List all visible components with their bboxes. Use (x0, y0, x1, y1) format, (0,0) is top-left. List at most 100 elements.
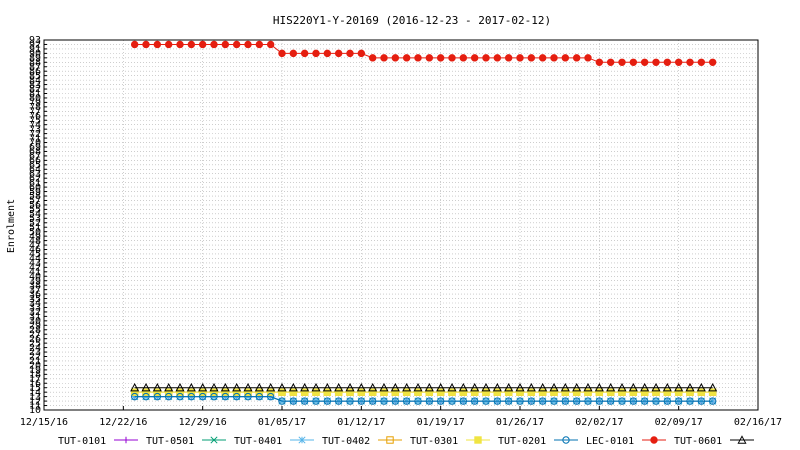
point (198, 392, 207, 401)
point (164, 392, 173, 401)
point (448, 54, 456, 62)
point (357, 397, 366, 405)
point (153, 388, 162, 396)
y-tick-label: 43 (29, 258, 41, 269)
point (255, 40, 264, 49)
point (516, 388, 524, 396)
point (130, 392, 139, 401)
legend-label: TUT-0501 (146, 436, 194, 447)
y-tick-label: 46 (29, 245, 41, 256)
point (436, 388, 445, 396)
y-tick-label: 76 (29, 111, 41, 122)
y-tick-label: 74 (29, 120, 41, 131)
point (368, 388, 377, 396)
point (289, 388, 298, 396)
y-tick-label: 14 (29, 387, 41, 398)
point (346, 49, 354, 58)
point (300, 388, 309, 396)
point (663, 397, 672, 405)
point (595, 388, 604, 396)
y-tick-label: 34 (29, 298, 41, 309)
y-tick-label: 54 (29, 209, 41, 220)
point (380, 54, 388, 62)
y-tick-label: 36 (29, 289, 41, 300)
y-tick-label: 19 (29, 365, 41, 376)
point (594, 382, 604, 392)
point (526, 382, 536, 392)
point (561, 54, 570, 62)
point (386, 436, 394, 444)
y-tick-label: 56 (29, 200, 41, 211)
y-tick-label: 52 (29, 218, 41, 229)
point (255, 392, 264, 401)
point (560, 382, 570, 392)
point (584, 388, 592, 396)
point (527, 388, 536, 396)
point (572, 397, 581, 405)
point (640, 382, 650, 392)
y-tick-label: 88 (29, 57, 41, 68)
point (311, 382, 321, 392)
point (572, 54, 581, 62)
point (357, 388, 366, 396)
y-tick-label: 69 (29, 142, 41, 153)
point (232, 392, 241, 401)
point (652, 397, 660, 405)
point (322, 382, 332, 392)
point (312, 388, 320, 396)
y-axis-ticks: 1011121314151617181920212223242526272829… (29, 35, 47, 416)
y-tick-label: 60 (29, 182, 41, 193)
point (448, 397, 456, 405)
y-tick-label: 78 (29, 102, 41, 113)
point (685, 382, 695, 392)
legend-entry: TUT-0501 (146, 436, 226, 447)
point (549, 382, 559, 392)
point (482, 54, 490, 62)
y-tick-label: 65 (29, 160, 41, 171)
y-tick-label: 57 (29, 196, 41, 207)
y-tick-label: 84 (29, 75, 41, 86)
point (493, 397, 502, 405)
point (232, 382, 242, 392)
legend-entry: LEC-0101 (586, 436, 666, 447)
point (198, 382, 208, 392)
series-lec-0101 (130, 40, 717, 66)
series-tut-0401 (131, 393, 717, 405)
point (130, 388, 139, 396)
point (300, 49, 309, 58)
point (289, 49, 298, 58)
point (142, 392, 150, 401)
point (493, 388, 502, 396)
series-line (134, 396, 713, 402)
point (470, 397, 479, 405)
legend-label: TUT-0101 (58, 436, 106, 447)
chart-title: HIS220Y1-Y-20169 (2016-12-23 - 2017-02-1… (273, 14, 551, 27)
point (198, 388, 207, 396)
point (278, 388, 286, 396)
point (737, 435, 747, 444)
y-tick-label: 33 (29, 303, 41, 314)
legend-label: TUT-0402 (322, 436, 370, 447)
y-tick-label: 51 (29, 222, 41, 233)
point (424, 382, 434, 392)
point (458, 382, 468, 392)
point (130, 382, 140, 392)
point (414, 397, 422, 405)
y-tick-label: 77 (29, 107, 41, 118)
legend: TUT-0101 TUT-0501 TUT-0401 TUT-0402 TUT-0301… (58, 435, 754, 447)
point (504, 54, 513, 62)
point (220, 382, 230, 392)
point (402, 397, 411, 405)
point (131, 393, 139, 401)
point (198, 40, 207, 49)
series-line (134, 396, 713, 402)
point (470, 388, 479, 396)
y-tick-label: 25 (29, 338, 41, 349)
point (164, 388, 173, 396)
point (538, 388, 547, 396)
point (402, 54, 411, 62)
point (425, 397, 434, 405)
point (368, 54, 377, 62)
point (153, 40, 162, 49)
